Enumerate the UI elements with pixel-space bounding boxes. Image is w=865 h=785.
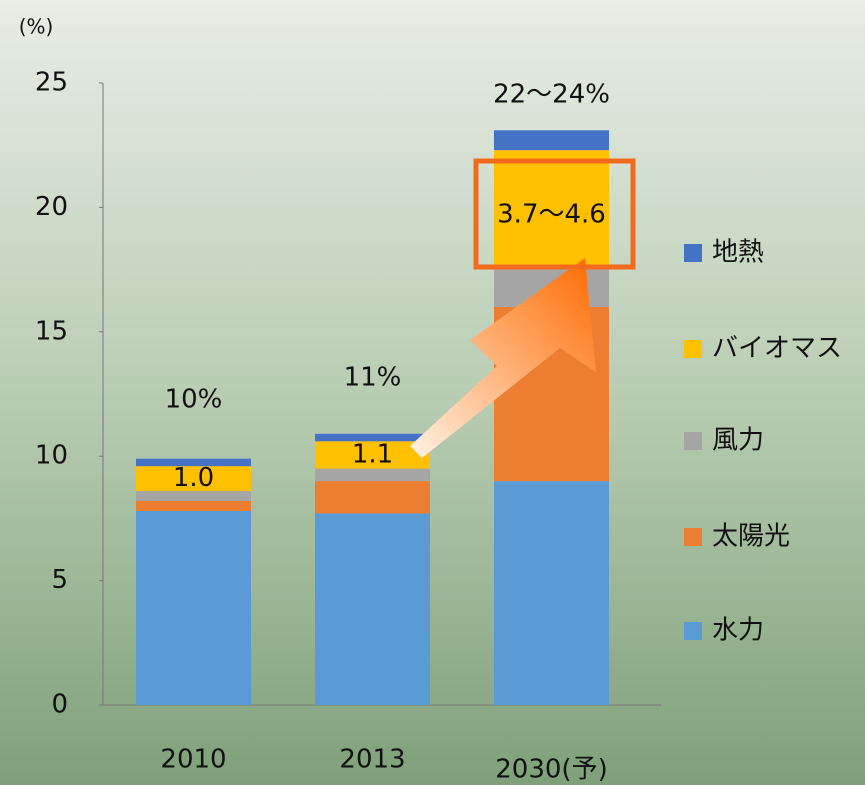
legend-label: 地熱: [712, 238, 764, 268]
labels: 0 5 10 15 20 25 2010 1.0 10% 2013 1.1 11% 2030(予) 3.7…: [35, 68, 842, 785]
legend-swatch: [684, 622, 702, 640]
data-label: 1.0: [173, 463, 214, 493]
total-label: 11%: [344, 363, 402, 393]
bar-segment: [315, 481, 430, 514]
bar-segment: [136, 491, 251, 501]
plot: [99, 82, 661, 706]
y-tick-label: 0: [51, 690, 68, 720]
highlight-box: [473, 158, 636, 270]
x-tick-label: 2013: [339, 745, 405, 775]
bar-segment: [494, 130, 609, 151]
x-tick-label: 2010: [160, 745, 226, 775]
bar-segment: [315, 513, 430, 705]
bar-segment: [136, 500, 251, 511]
bar-segment: [136, 510, 251, 705]
legend-swatch: [684, 528, 702, 546]
data-label: 3.7～4.6: [497, 200, 606, 230]
legend-label: バイオマス: [712, 334, 842, 364]
legend-label: 風力: [712, 426, 764, 456]
bar-segment: [136, 458, 251, 467]
total-label: 22～24%: [493, 80, 610, 110]
y-unit-label: (%): [19, 15, 54, 39]
legend-swatch: [684, 340, 702, 358]
y-tick-label: 20: [35, 192, 68, 222]
y-tick-label: 25: [35, 68, 68, 98]
y-tick-label: 15: [35, 316, 68, 346]
bar-segment: [315, 433, 430, 442]
bar-segment: [136, 466, 251, 492]
total-label: 10%: [165, 385, 223, 415]
x-tick-label: 2030(予): [495, 755, 607, 785]
bar-segment: [494, 150, 609, 265]
data-label: 1.1: [352, 439, 393, 469]
highlight: [410, 158, 636, 458]
bar-segment: [494, 481, 609, 705]
y-tick-label: 5: [51, 565, 68, 595]
legend-label: 太陽光: [712, 522, 790, 552]
legend-swatch: [684, 432, 702, 450]
legend-swatch: [684, 244, 702, 262]
y-tick-label: 10: [35, 441, 68, 471]
arrow: [410, 258, 596, 458]
legend-label: 水力: [712, 616, 764, 646]
bar-segment: [315, 468, 430, 482]
